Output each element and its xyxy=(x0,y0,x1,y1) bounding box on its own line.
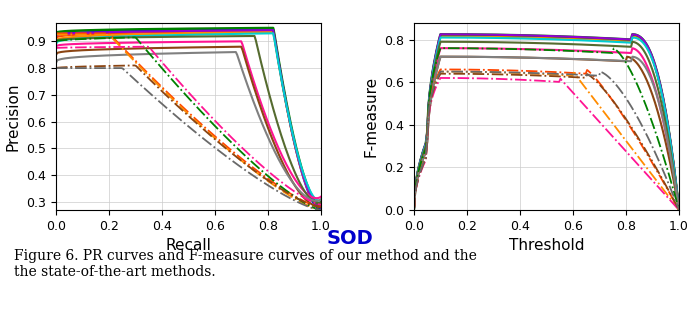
Y-axis label: F-measure: F-measure xyxy=(363,76,379,157)
X-axis label: Recall: Recall xyxy=(166,238,211,253)
Text: Figure 6. PR curves and F-measure curves of our method and the
the state-of-the-: Figure 6. PR curves and F-measure curves… xyxy=(14,249,477,279)
Text: SOD: SOD xyxy=(327,229,373,248)
X-axis label: Threshold: Threshold xyxy=(509,238,584,253)
Y-axis label: Precision: Precision xyxy=(6,82,21,151)
